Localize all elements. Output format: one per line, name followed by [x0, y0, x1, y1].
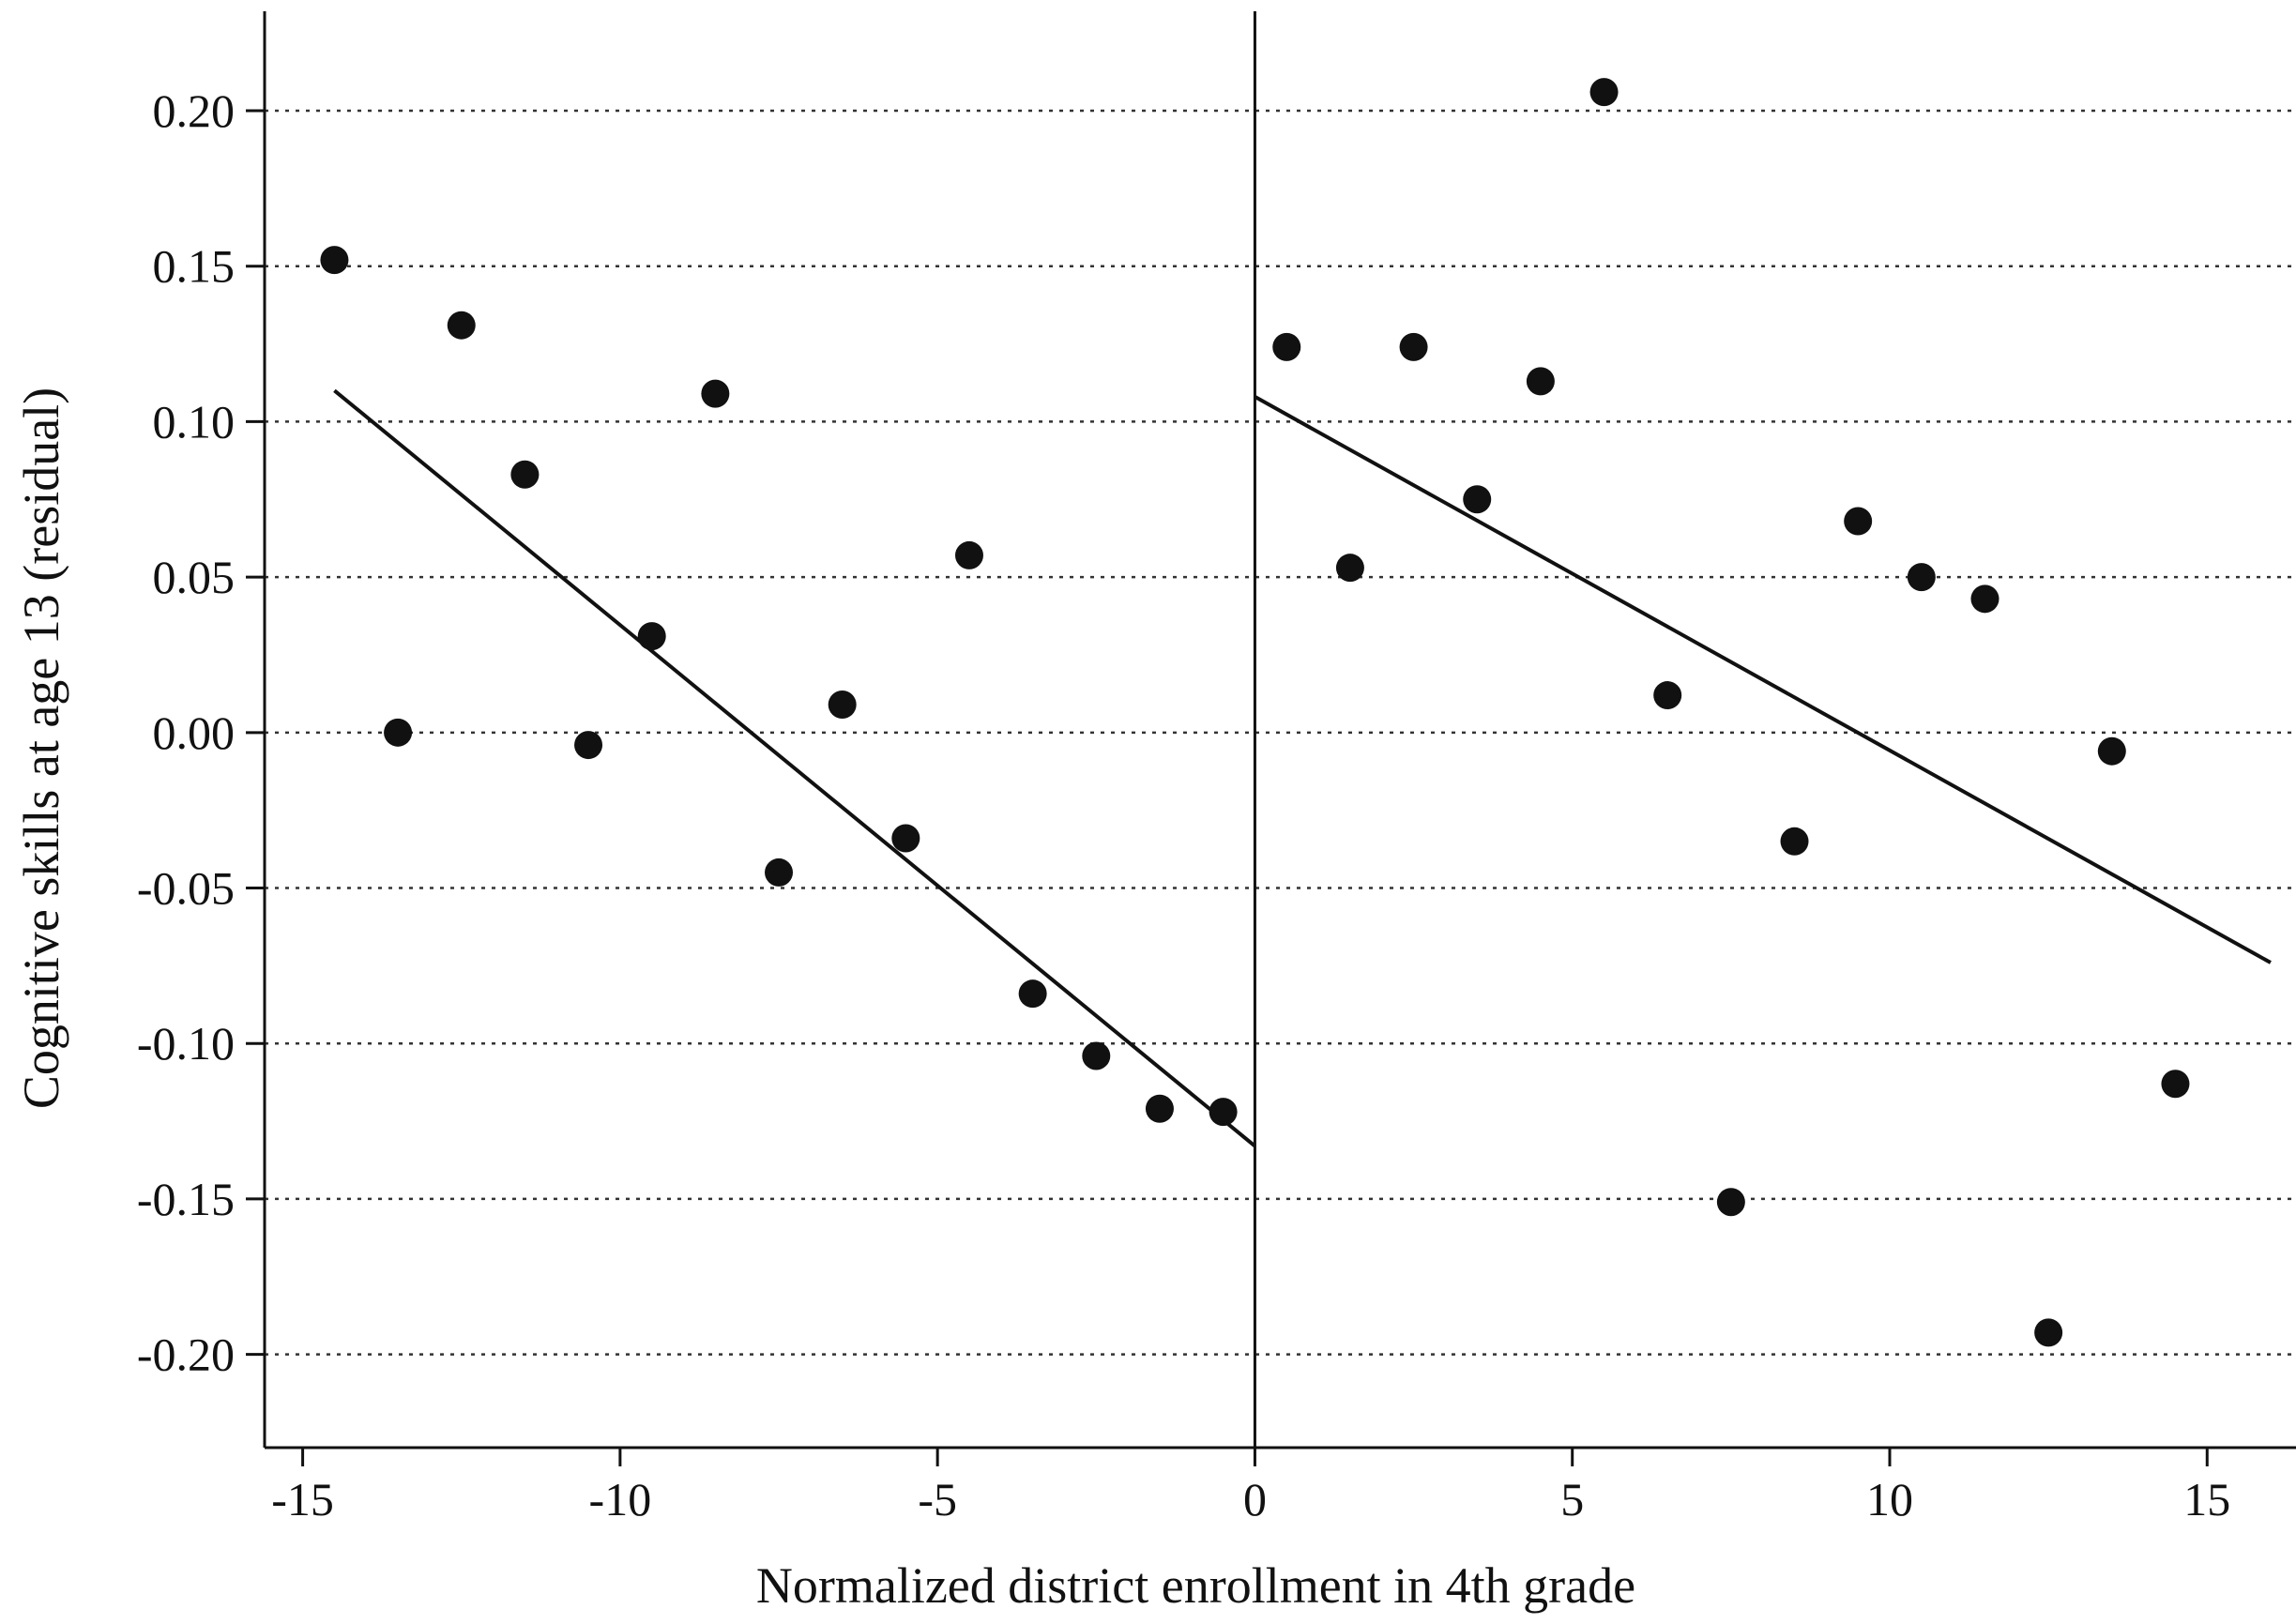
data-point-left-5 [637, 622, 666, 651]
axes [246, 11, 2296, 1466]
data-point-left-8 [828, 690, 857, 719]
data-point-right-7 [1716, 1188, 1745, 1217]
data-point-right-5 [1589, 78, 1619, 107]
data-point-left-7 [765, 858, 794, 887]
data-point-left-4 [574, 731, 603, 760]
data-point-left-3 [510, 460, 540, 489]
data-point-right-9 [1844, 507, 1873, 536]
x-tick-label: 0 [1243, 1473, 1267, 1525]
data-point-right-10 [1907, 563, 1936, 592]
y-tick-label: -0.10 [137, 1017, 235, 1070]
y-tick-label: -0.20 [137, 1328, 235, 1381]
y-tick-label: 0.10 [153, 395, 236, 448]
x-tick-label: -10 [589, 1473, 652, 1525]
tick-labels: 0.20 0.15 0.10 0.05 0.00 -0.05 -0.10 -0.15 -0.20… [137, 84, 2230, 1525]
y-tick-label: 0.15 [153, 240, 236, 293]
data-point-left-0 [320, 246, 349, 275]
data-point-left-14 [1209, 1098, 1238, 1127]
x-axis-label: Normalized district enrollment in 4th gr… [756, 1557, 1635, 1614]
data-point-left-2 [447, 311, 476, 340]
data-point-left-1 [384, 718, 413, 747]
data-point-left-10 [954, 540, 983, 569]
x-tick-label: 5 [1560, 1473, 1584, 1525]
data-point-right-1 [1335, 554, 1364, 583]
gridlines [265, 109, 2296, 1356]
x-tick-label: -5 [918, 1473, 957, 1525]
x-tick-label: 10 [1866, 1473, 1913, 1525]
data-point-right-12 [2034, 1318, 2063, 1347]
y-tick-label: 0.20 [153, 84, 236, 137]
data-point-left-11 [1018, 979, 1047, 1009]
data-point-right-8 [1780, 827, 1809, 856]
data-point-right-11 [1970, 584, 1999, 614]
data-point-right-6 [1653, 681, 1682, 710]
data-point-left-12 [1082, 1041, 1111, 1070]
x-tick-label: -15 [271, 1473, 334, 1525]
y-tick-label: -0.05 [137, 862, 235, 915]
y-tick-label: 0.05 [153, 551, 236, 603]
y-axis-label: Cognitive skills at age 13 (residual) [13, 387, 69, 1109]
data-point-left-13 [1145, 1094, 1174, 1123]
data-point-right-2 [1399, 332, 1428, 361]
y-tick-label: 0.00 [153, 706, 236, 759]
data-point-right-4 [1526, 367, 1555, 396]
x-tick-label: 15 [2183, 1473, 2230, 1525]
fit-line-right [1254, 395, 2272, 964]
data-point-right-13 [2097, 736, 2126, 766]
fit-lines [333, 388, 2272, 1148]
y-tick-label: -0.15 [137, 1173, 235, 1225]
data-point-right-3 [1463, 485, 1492, 514]
data-point-left-9 [891, 824, 920, 853]
fit-line-left [333, 388, 1256, 1148]
data-point-left-6 [701, 379, 730, 408]
data-point-right-0 [1272, 332, 1301, 361]
data-points [320, 78, 2190, 1347]
data-point-right-14 [2161, 1070, 2190, 1099]
